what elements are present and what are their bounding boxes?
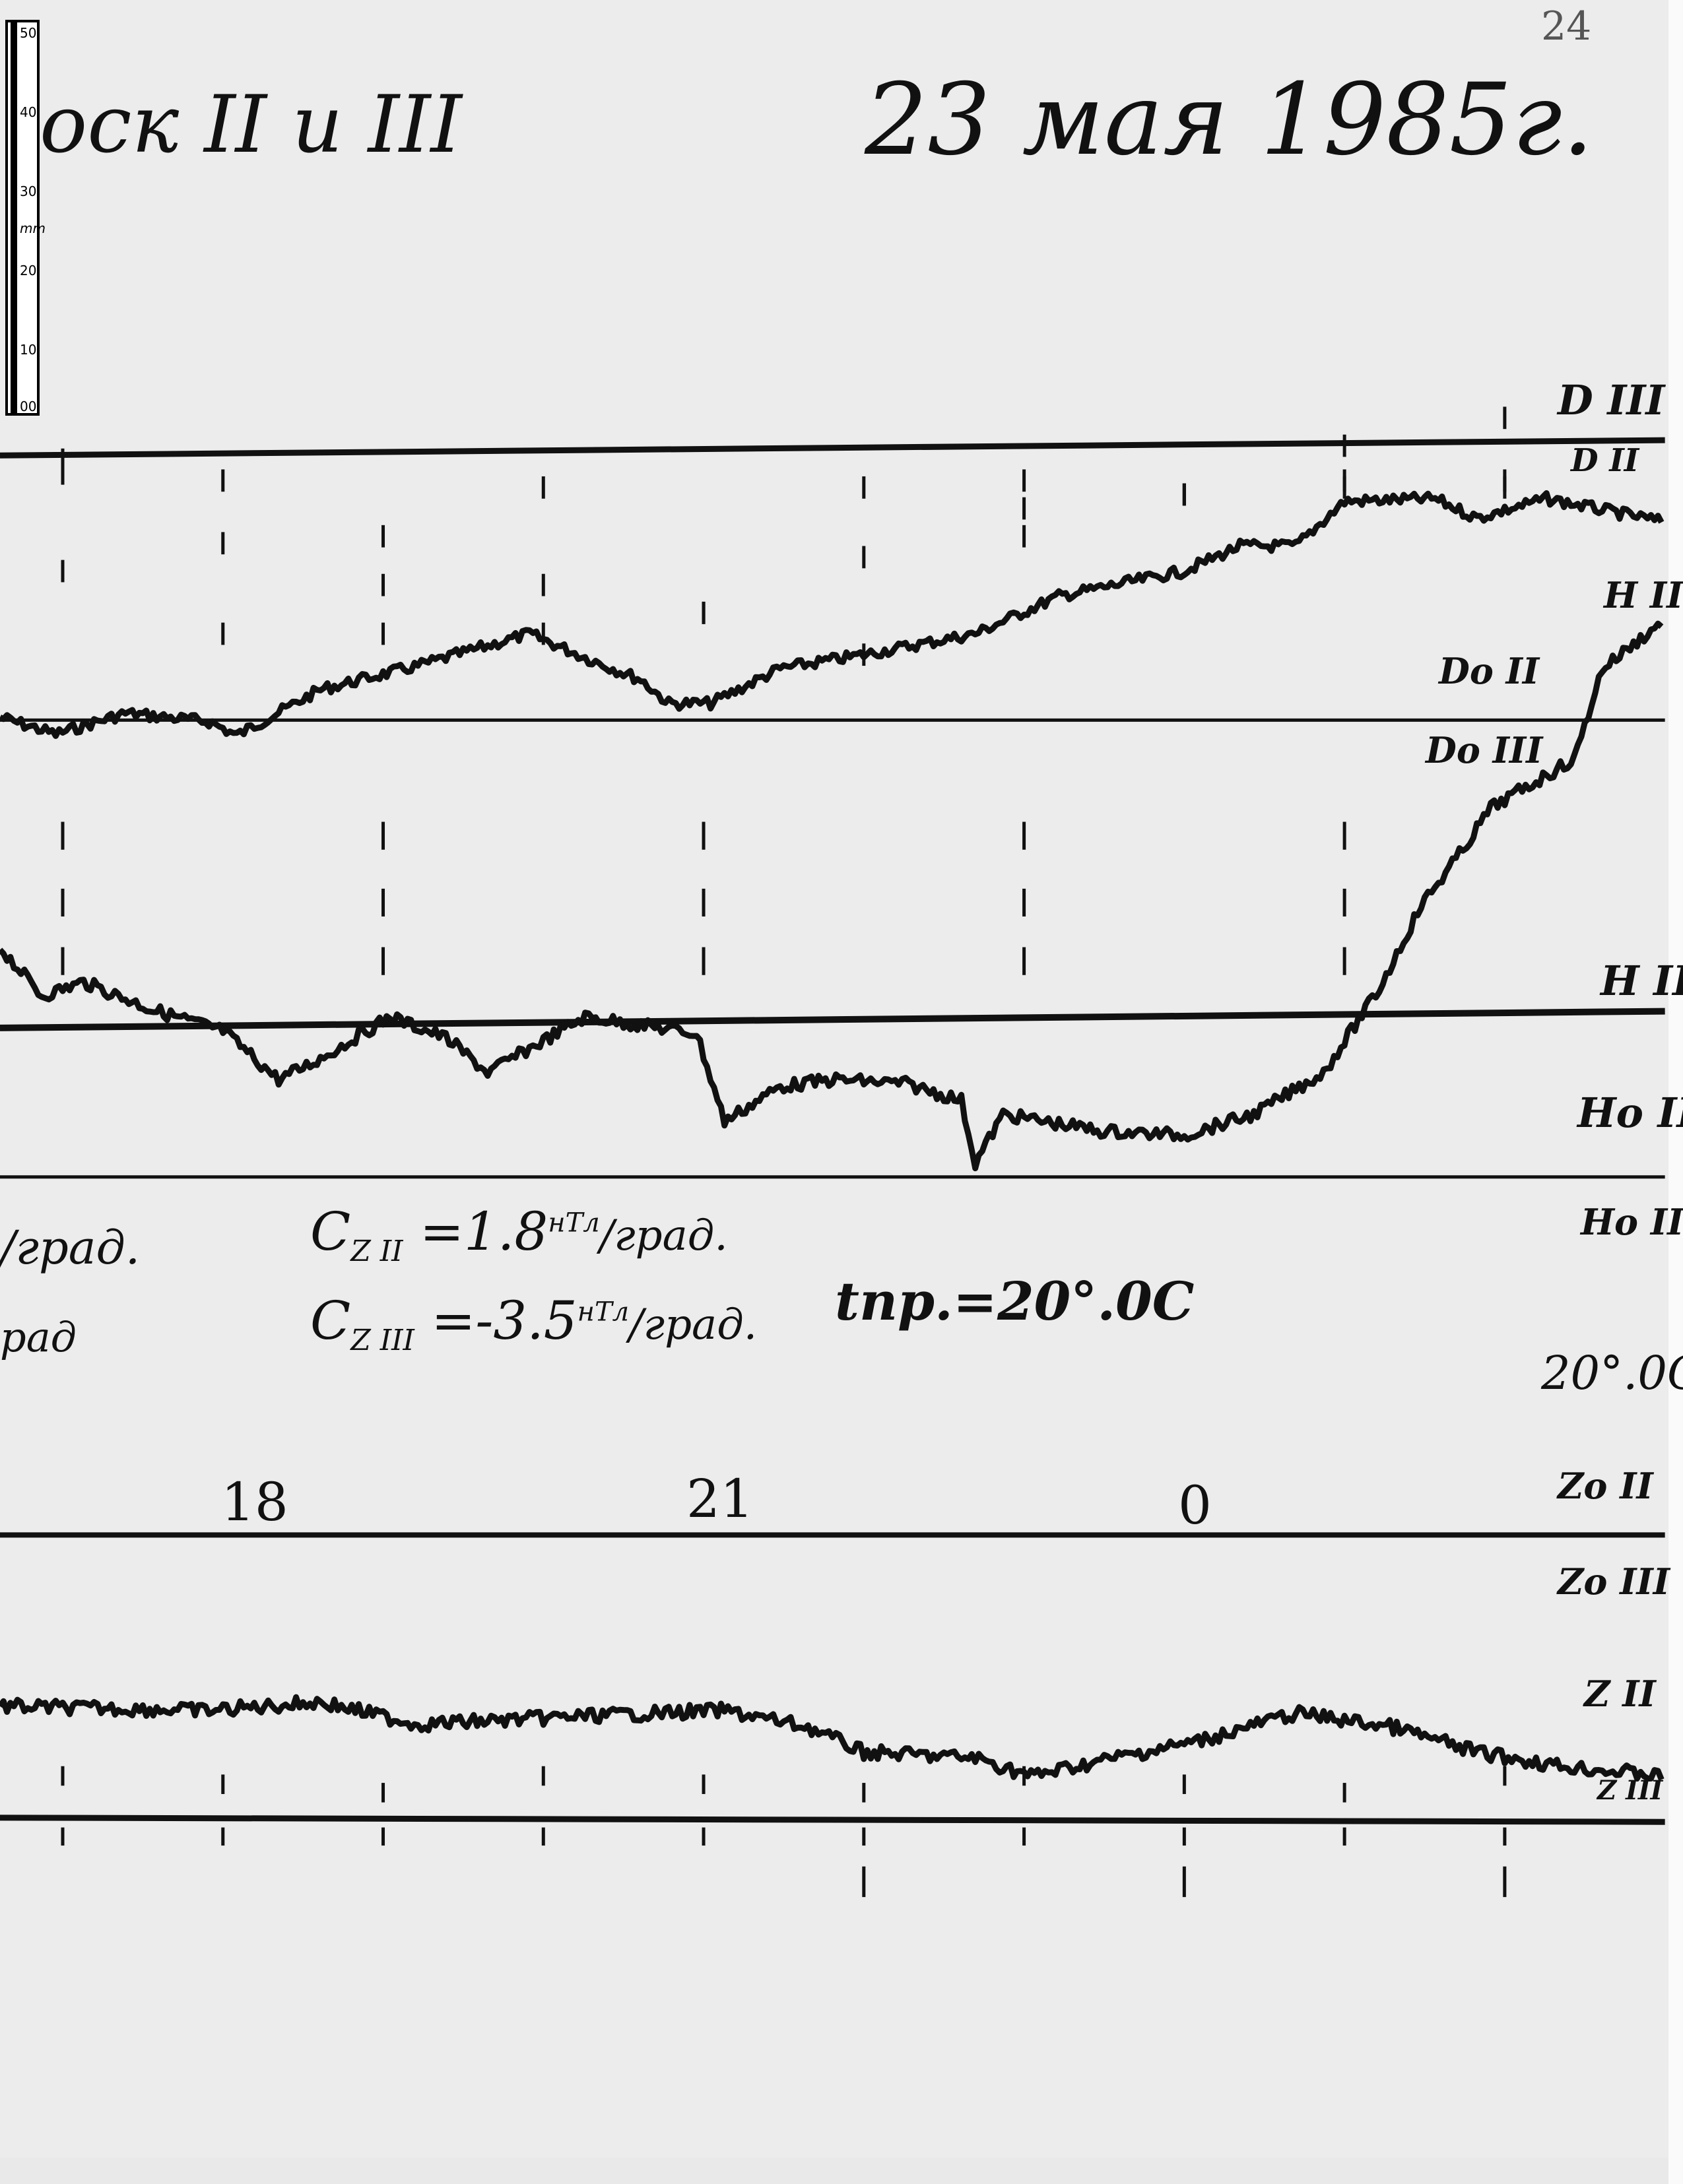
hour-label: 18 bbox=[221, 1471, 288, 1533]
label-ho2: Ho II bbox=[1577, 1089, 1683, 1137]
page-number: 24 bbox=[1541, 3, 1592, 49]
trace-d2 bbox=[0, 490, 1665, 739]
label-do3: Do III bbox=[1426, 729, 1543, 771]
note-cz2: CZ II =1.8нТл/град. bbox=[310, 1201, 728, 1268]
ruler-bar bbox=[11, 22, 17, 413]
note-temp: tпр.=20°.0C bbox=[835, 1270, 1195, 1332]
baseline-z3 bbox=[0, 1815, 1665, 1825]
label-h3: H III bbox=[1600, 957, 1683, 1005]
hour-label: 21 bbox=[686, 1468, 754, 1529]
baseline-d3 bbox=[0, 437, 1665, 459]
ruler-tick: 20 bbox=[20, 263, 37, 278]
label-zo2: Zo II bbox=[1558, 1465, 1653, 1507]
ruler-unit: mm bbox=[20, 220, 46, 236]
label-h2: H II bbox=[1604, 574, 1683, 616]
ruler-tick: 40 bbox=[20, 104, 37, 120]
ruler-tick: 00 bbox=[20, 399, 37, 414]
label-z3: Z III bbox=[1597, 1775, 1663, 1806]
scan-edge bbox=[1668, 0, 1683, 2184]
ruler-tick: 50 bbox=[20, 25, 37, 41]
label-ho3: Ho III bbox=[1581, 1201, 1683, 1243]
trace-h2 bbox=[0, 620, 1664, 1172]
ruler-tick: 10 bbox=[20, 342, 37, 358]
label-zo3: Zo III bbox=[1558, 1560, 1670, 1603]
label-do2: Do II bbox=[1439, 650, 1540, 692]
label-temp: 20°.0C bbox=[1541, 1346, 1683, 1400]
trace-z2 bbox=[0, 1694, 1665, 1782]
label-d3: D III bbox=[1558, 376, 1665, 424]
label-z2: Z II bbox=[1584, 1673, 1656, 1715]
note-cz3: CZ III =-3.5нТл/град. bbox=[310, 1290, 758, 1357]
sheet-title: оск II и III bbox=[40, 79, 462, 171]
note-left-1: /град. bbox=[0, 1221, 141, 1275]
scale-ruler: 50 40 30 mm 20 10 00 bbox=[5, 20, 46, 416]
hour-label: 0 bbox=[1178, 1475, 1212, 1536]
baseline-h3 bbox=[0, 1008, 1665, 1031]
ruler-tick: 30 bbox=[20, 183, 37, 199]
label-d2: D II bbox=[1571, 442, 1639, 479]
note-left-2: рад bbox=[0, 1313, 77, 1361]
sheet-date: 23 мая 1985г. bbox=[865, 63, 1594, 177]
